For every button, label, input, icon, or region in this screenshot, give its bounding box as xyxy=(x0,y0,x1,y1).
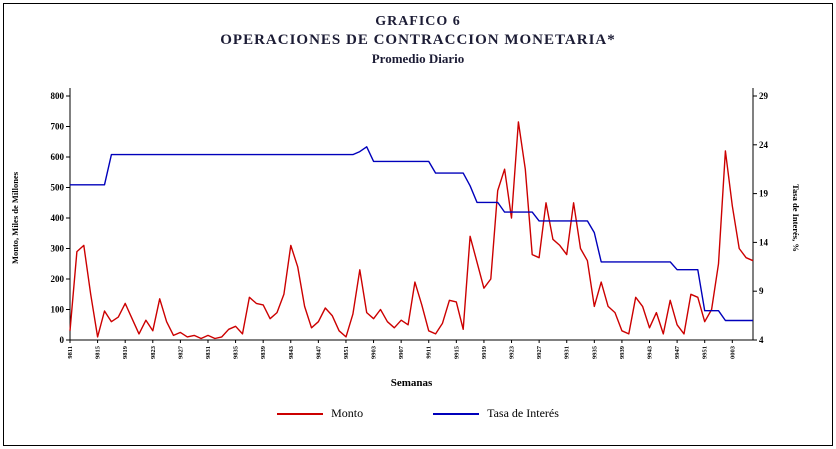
svg-text:24: 24 xyxy=(759,140,769,150)
svg-text:9851: 9851 xyxy=(343,346,350,359)
svg-text:600: 600 xyxy=(51,152,65,162)
svg-text:9835: 9835 xyxy=(233,345,240,359)
svg-text:9951: 9951 xyxy=(702,346,709,359)
legend-label-tasa: Tasa de Interés xyxy=(487,406,559,420)
svg-text:9927: 9927 xyxy=(536,345,543,359)
svg-text:9919: 9919 xyxy=(481,345,488,359)
chart-title-line1: GRAFICO 6 xyxy=(375,14,461,29)
svg-text:9935: 9935 xyxy=(591,345,598,359)
svg-text:100: 100 xyxy=(51,305,65,315)
svg-text:9815: 9815 xyxy=(95,345,102,359)
svg-text:9831: 9831 xyxy=(205,346,212,359)
svg-text:9847: 9847 xyxy=(315,345,322,359)
monto-line-swatch xyxy=(277,412,324,415)
tasa-line-swatch xyxy=(433,412,480,415)
chart-titles: GRAFICO 6 OPERACIONES DE CONTRACCION MON… xyxy=(4,14,832,67)
svg-text:200: 200 xyxy=(51,274,65,284)
svg-text:9939: 9939 xyxy=(619,345,626,359)
svg-text:300: 300 xyxy=(51,244,65,254)
svg-text:400: 400 xyxy=(51,213,65,223)
svg-text:9819: 9819 xyxy=(122,345,129,359)
svg-text:500: 500 xyxy=(51,183,65,193)
svg-text:0003: 0003 xyxy=(729,345,736,359)
svg-text:9911: 9911 xyxy=(426,346,433,359)
svg-text:9947: 9947 xyxy=(674,345,681,359)
chart-title-line3: Promedio Diario xyxy=(371,51,465,66)
svg-text:Monto, Miles de Millones: Monto, Miles de Millones xyxy=(10,171,20,264)
svg-text:9843: 9843 xyxy=(288,345,295,359)
chart-legend: Monto Tasa de Interés xyxy=(4,406,832,421)
chart-frame: GRAFICO 6 OPERACIONES DE CONTRACCION MON… xyxy=(3,3,833,446)
legend-item-monto: Monto xyxy=(277,406,363,421)
svg-text:9903: 9903 xyxy=(371,345,378,359)
chart-title-line2: OPERACIONES DE CONTRACCION MONETARIA* xyxy=(220,32,616,48)
svg-text:9823: 9823 xyxy=(150,345,157,359)
svg-text:9915: 9915 xyxy=(453,345,460,359)
svg-text:Semanas: Semanas xyxy=(391,377,433,389)
svg-text:800: 800 xyxy=(51,91,65,101)
svg-text:29: 29 xyxy=(759,91,769,101)
svg-text:9811: 9811 xyxy=(67,346,74,359)
svg-text:9: 9 xyxy=(759,286,764,296)
chart-plot-area: 0 100 200 300 400 500 600 700 800 4 9 14 19 24 29 9811 9… xyxy=(10,88,801,389)
svg-text:4: 4 xyxy=(759,335,764,345)
svg-text:9839: 9839 xyxy=(260,345,267,359)
legend-item-tasa: Tasa de Interés xyxy=(433,406,559,421)
svg-text:9907: 9907 xyxy=(398,345,405,359)
svg-text:0: 0 xyxy=(60,335,65,345)
svg-text:Tasa de Interés, %: Tasa de Interés, % xyxy=(791,184,801,252)
svg-text:9931: 9931 xyxy=(564,346,571,359)
svg-text:9923: 9923 xyxy=(509,345,516,359)
svg-text:19: 19 xyxy=(759,189,769,199)
svg-text:14: 14 xyxy=(759,237,769,247)
svg-text:700: 700 xyxy=(51,122,65,132)
svg-text:9943: 9943 xyxy=(647,345,654,359)
legend-label-monto: Monto xyxy=(331,406,364,420)
svg-text:9827: 9827 xyxy=(177,345,184,359)
